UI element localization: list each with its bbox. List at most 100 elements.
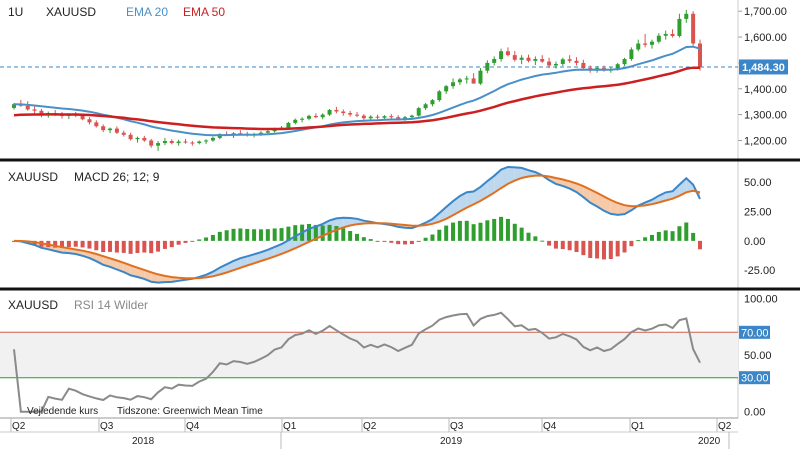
quarter-label: Q4 <box>543 421 557 432</box>
macd-histogram-bar <box>142 240 147 253</box>
macd-histogram-bar <box>560 240 565 250</box>
candle-body <box>327 109 332 115</box>
candle-body <box>204 140 209 142</box>
candle-body <box>574 60 579 63</box>
macd-histogram-bar <box>636 240 641 242</box>
candle-body <box>464 78 469 80</box>
macd-histogram-bar <box>423 237 428 241</box>
macd-tick-label: 25.00 <box>744 206 772 218</box>
macd-histogram-bar <box>492 218 497 241</box>
quarter-label: Q3 <box>100 421 114 432</box>
last-price-marker: 1,484.30 <box>739 59 788 75</box>
interval-label: 1U <box>8 5 23 19</box>
macd-histogram-bar <box>615 240 620 257</box>
candle-body <box>677 18 682 36</box>
macd-fill-segment <box>686 178 694 193</box>
macd-histogram-bar <box>313 224 318 241</box>
candle-body <box>149 140 154 146</box>
macd-histogram-bar <box>396 240 401 245</box>
macd-histogram-bar <box>485 220 490 241</box>
macd-fill-segment <box>514 167 522 181</box>
macd-label: MACD 26; 12; 9 <box>74 170 160 184</box>
candle-body <box>409 115 414 118</box>
macd-tick-label: -25.00 <box>744 265 775 277</box>
candle-body <box>471 78 476 84</box>
candle-body <box>505 51 510 56</box>
rsi-symbol-label: XAUUSD <box>8 298 58 312</box>
candle-body <box>396 117 401 119</box>
macd-histogram-bar <box>595 240 600 259</box>
time-axis[interactable]: Q2 Q3 Q4 Q1 Q2 Q3 Q4 Q1 Q2 2018 2019 2020 <box>0 417 738 449</box>
candle-body <box>457 79 462 83</box>
candle-body <box>684 13 689 19</box>
macd-histogram-bar <box>649 234 654 241</box>
quarter-label: Q4 <box>186 421 200 432</box>
macd-histogram-bar <box>183 240 188 243</box>
macd-fill-segment <box>254 252 261 264</box>
candle-body <box>121 132 126 135</box>
candle-body <box>656 35 661 42</box>
macd-histogram-bar <box>403 240 408 245</box>
candle-body <box>162 141 167 144</box>
macd-histogram-bar <box>677 226 682 241</box>
candle-body <box>210 137 215 141</box>
macd-histogram-bar <box>128 240 133 254</box>
candle-body <box>300 118 305 120</box>
macd-histogram-bar <box>471 224 476 241</box>
candle-body <box>389 116 394 118</box>
macd-histogram-bar <box>162 240 167 249</box>
macd-y-axis: 50.00 25.00 0.00 -25.00 <box>744 177 775 277</box>
candle-body <box>258 132 263 135</box>
macd-histogram-bar <box>526 232 531 241</box>
macd-histogram-bar <box>121 240 126 253</box>
macd-histogram-bar <box>547 240 552 246</box>
macd-histogram-bar <box>512 223 517 241</box>
macd-histogram-bar <box>217 231 222 241</box>
candle-body <box>615 64 620 70</box>
year-labels: 2018 2019 2020 <box>132 432 730 449</box>
candle-body <box>169 141 174 144</box>
quarter-label: Q1 <box>631 421 645 432</box>
candle-body <box>12 104 16 108</box>
candle-body <box>444 86 449 92</box>
macd-histogram-bar <box>368 239 373 241</box>
macd-fill-segment <box>679 178 687 196</box>
macd-histogram-bar <box>108 240 113 252</box>
candlesticks <box>12 9 702 151</box>
macd-histogram-bar <box>643 237 648 241</box>
candle-body <box>691 13 696 44</box>
macd-histogram-bar <box>252 229 257 241</box>
candle-body <box>533 59 538 61</box>
candle-body <box>416 108 421 116</box>
macd-histogram-bar <box>533 236 538 241</box>
candle-body <box>142 137 147 141</box>
candle-body <box>519 57 524 60</box>
macd-histogram-bar <box>272 228 277 241</box>
candle-body <box>382 116 387 118</box>
candle-body <box>492 59 497 63</box>
candle-body <box>622 59 627 65</box>
macd-histogram-bar <box>204 237 209 241</box>
quarter-label: Q3 <box>450 421 464 432</box>
candle-body <box>430 100 435 105</box>
candle-body <box>176 141 181 144</box>
macd-histogram-bar <box>149 240 154 254</box>
macd-fill-segment <box>439 207 447 222</box>
candle-body <box>341 111 346 114</box>
candle-body <box>114 128 119 133</box>
macd-histogram-bar <box>156 240 161 252</box>
rsi-lower-marker: 30.00 <box>739 371 770 385</box>
macd-histogram-bar <box>355 233 359 241</box>
macd-histogram-bar <box>478 222 483 241</box>
macd-histogram-bar <box>691 232 696 241</box>
macd-histogram-bar <box>663 230 668 241</box>
candle-body <box>334 109 339 112</box>
macd-histogram-bar <box>197 239 202 241</box>
candle-body <box>156 143 161 146</box>
rsi-tick-label: 50.00 <box>744 350 772 362</box>
candle-body <box>567 59 572 61</box>
macd-histogram-bar <box>375 240 380 242</box>
macd-tick-label: 50.00 <box>744 177 772 189</box>
price-tick-label: 1,600.00 <box>744 32 787 44</box>
